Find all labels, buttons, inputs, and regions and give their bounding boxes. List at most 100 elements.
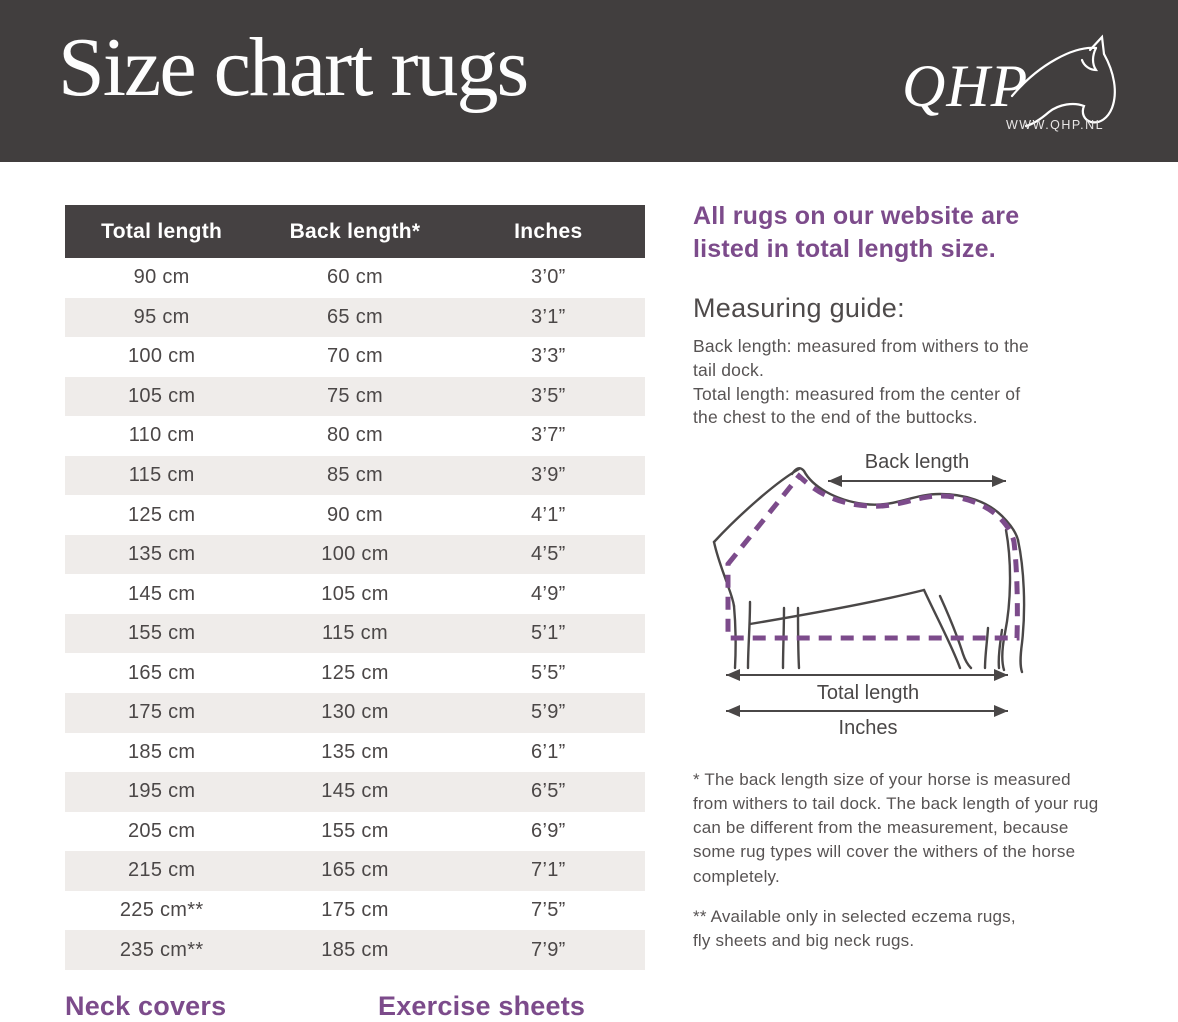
table-cell: 85 cm — [327, 464, 383, 486]
table-cell: 6’5” — [531, 780, 566, 803]
table-cell: 155 cm — [321, 819, 389, 842]
table-row: 95 cm 65 cm 3’1” — [65, 297, 645, 338]
table-cell: 3’5” — [531, 384, 566, 407]
size-table-header: Total length Back length* Inches — [65, 205, 645, 258]
total-length-label: Total length — [817, 682, 919, 704]
table-cell: 145 cm — [321, 780, 389, 803]
table-row: 110 cm 80 cm 3’7” — [65, 416, 645, 456]
table-row: 155 cm 115 cm 5’1” — [65, 613, 645, 654]
table-cell: 100 cm — [321, 543, 389, 566]
table-cell: 7’5” — [531, 899, 566, 922]
table-row: 165 cm 125 cm 5’5” — [65, 653, 645, 693]
table-cell: 90 cm — [327, 503, 383, 526]
table-cell: 5’9” — [531, 701, 566, 724]
table-cell: 65 cm — [327, 305, 383, 328]
table-cell: 135 cm — [321, 740, 389, 763]
table-row: 105 cm 75 cm 3’5” — [65, 376, 645, 417]
footnote-availability: ** Available only in selected eczema rug… — [693, 907, 1016, 951]
size-table: Total length Back length* Inches 90 cm 60… — [65, 205, 645, 970]
table-cell: 225 cm** — [119, 899, 204, 922]
table-cell: 165 cm — [321, 859, 389, 882]
horse-outline — [712, 466, 1026, 674]
table-row: 145 cm 105 cm 4’9” — [65, 574, 645, 614]
column-header-total-length: Total length — [101, 219, 223, 243]
table-cell: 115 cm — [322, 622, 388, 645]
table-row: 225 cm** 175 cm 7’5” — [65, 891, 645, 931]
qhp-logo: QHP WWW.QHP.NL — [896, 34, 1136, 144]
table-row: 195 cm 145 cm 6’5” — [65, 772, 645, 812]
table-cell: 3’3” — [531, 345, 566, 368]
table-cell: 105 cm — [127, 384, 196, 407]
back-length-measure: Back length — [828, 451, 1006, 487]
table-cell: 3’1” — [531, 305, 566, 328]
table-cell: 7’9” — [531, 938, 566, 961]
table-cell: 4’1” — [531, 503, 566, 526]
rug-dashed-outline — [725, 472, 1020, 641]
table-cell: 165 cm — [127, 661, 196, 684]
table-cell: 125 cm — [127, 503, 196, 526]
table-cell: 155 cm — [127, 622, 196, 645]
table-cell: 3’9” — [531, 464, 566, 486]
table-cell: 145 cm — [127, 582, 196, 605]
page-title: Size chart rugs — [58, 21, 529, 114]
table-cell: 60 cm — [327, 266, 383, 289]
table-cell: 5’5” — [531, 661, 566, 684]
table-row: 185 cm 135 cm 6’1” — [65, 733, 645, 773]
table-row: 215 cm 165 cm 7’1” — [65, 851, 645, 891]
table-cell: 205 cm — [127, 819, 196, 842]
table-cell: 100 cm — [127, 345, 196, 368]
next-section-heading-exercise-sheets: Exercise sheets — [378, 991, 586, 1021]
table-cell: 175 cm — [321, 899, 389, 922]
size-table-body: 90 cm 60 cm 3’0” 95 cm 65 cm 3’1” 100 cm 70 cm 3… — [65, 258, 645, 970]
back-length-label: Back length — [865, 451, 970, 473]
table-cell: 110 cm — [128, 424, 195, 447]
inches-measure: Inches — [726, 705, 1008, 739]
table-cell: 3’7” — [531, 424, 566, 447]
qhp-logo-url: WWW.QHP.NL — [1006, 118, 1105, 132]
table-cell: 175 cm — [127, 701, 196, 724]
table-cell: 3’0” — [531, 266, 566, 289]
measuring-guide-title: Measuring guide: — [693, 293, 905, 323]
table-cell: 6’1” — [531, 740, 566, 763]
next-section-heading-neck-covers: Neck covers — [65, 991, 227, 1021]
table-cell: 75 cm — [327, 384, 383, 407]
table-row: 175 cm 130 cm 5’9” — [65, 693, 645, 733]
table-row: 235 cm** 185 cm 7’9” — [65, 930, 645, 970]
table-row: 100 cm 70 cm 3’3” — [65, 337, 645, 377]
inches-label: Inches — [839, 717, 898, 739]
table-cell: 115 cm — [128, 464, 195, 486]
table-cell: 125 cm — [321, 661, 389, 684]
table-cell: 135 cm — [127, 543, 196, 566]
table-row: 115 cm 85 cm 3’9” — [65, 455, 645, 496]
column-header-back-length: Back length* — [289, 219, 421, 243]
table-cell: 185 cm — [321, 938, 389, 961]
column-header-inches: Inches — [514, 219, 583, 243]
table-row: 90 cm 60 cm 3’0” — [65, 258, 645, 298]
table-row: 125 cm 90 cm 4’1” — [65, 495, 645, 535]
table-cell: 70 cm — [327, 345, 383, 368]
table-cell: 130 cm — [321, 701, 389, 724]
horse-head-icon — [1010, 34, 1116, 128]
intro-heading: All rugs on our website are listed in to… — [693, 202, 1020, 263]
table-cell: 80 cm — [327, 424, 383, 447]
horse-measuring-diagram: Back length Total length Inches — [712, 451, 1026, 739]
table-cell: 215 cm — [127, 859, 196, 882]
table-cell: 5’1” — [531, 622, 566, 645]
table-cell: 95 cm — [133, 305, 190, 328]
table-cell: 235 cm** — [119, 938, 204, 961]
footnote-back-length: * The back length size of your horse is … — [693, 770, 1099, 886]
table-cell: 185 cm — [127, 740, 196, 763]
table-cell: 7’1” — [531, 859, 566, 882]
qhp-logo-wordmark: QHP — [902, 53, 1029, 119]
table-cell: 4’5” — [531, 543, 566, 566]
table-cell: 105 cm — [321, 582, 389, 605]
table-row: 205 cm 155 cm 6’9” — [65, 812, 645, 852]
table-cell: 4’9” — [531, 582, 566, 605]
total-length-measure: Total length — [726, 669, 1008, 704]
table-cell: 90 cm — [133, 266, 190, 289]
page-banner: Size chart rugs QHP WWW.QHP.NL — [0, 0, 1178, 162]
table-cell: 6’9” — [531, 819, 566, 842]
table-row: 135 cm 100 cm 4’5” — [65, 534, 645, 575]
measuring-guide-text: Back length: measured from withers to th… — [693, 336, 1029, 428]
